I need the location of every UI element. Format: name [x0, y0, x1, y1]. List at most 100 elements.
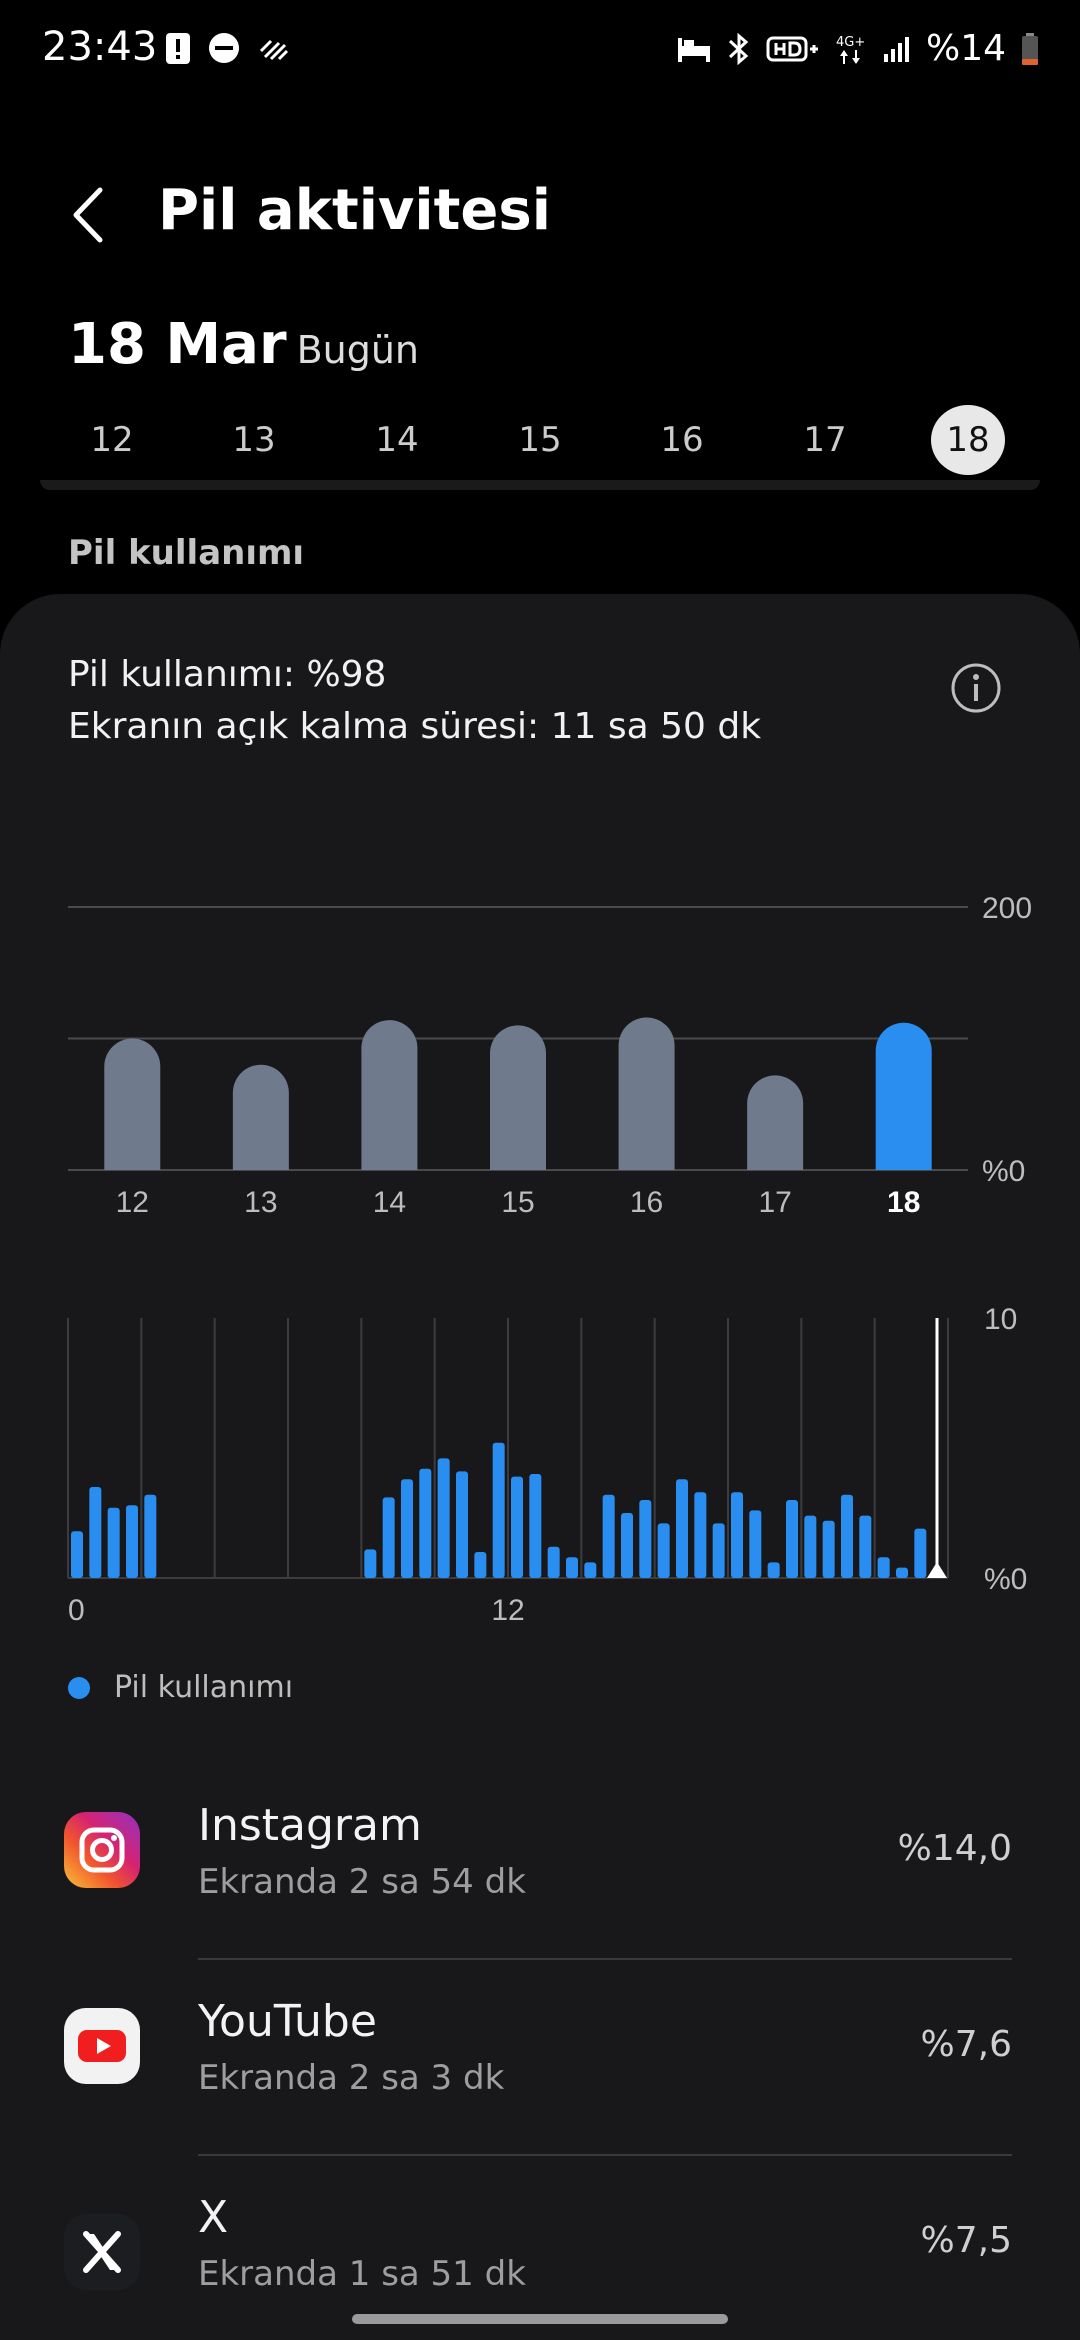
bar-interval [657, 1523, 670, 1578]
x-tick-label: 0 [68, 1594, 85, 1627]
day-15[interactable]: 15 [518, 420, 562, 460]
home-indicator[interactable] [352, 2314, 728, 2324]
bluetooth-icon [726, 32, 752, 66]
bar-interval [511, 1476, 523, 1578]
instagram-icon [64, 1812, 140, 1888]
x-tick-label: 12 [116, 1186, 149, 1219]
bar-interval [749, 1510, 762, 1578]
app-screen-time: Ekranda 2 sa 54 dk [198, 1862, 526, 1902]
chevron-left-icon [73, 187, 103, 243]
bar-interval [877, 1557, 890, 1578]
hd-voice-icon [766, 34, 820, 64]
bar-interval [786, 1500, 798, 1578]
x-tick-label: 13 [244, 1186, 277, 1219]
bar-interval [621, 1513, 633, 1578]
app-screen-time: Ekranda 2 sa 3 dk [198, 2058, 505, 2098]
screen-time-summary: Ekranın açık kalma süresi: 11 sa 50 dk [68, 706, 762, 747]
y-tick-label: 200 [982, 892, 1032, 925]
data-saver-icon [257, 30, 291, 66]
status-bar: 23:43 4G+ %14 [0, 0, 1080, 100]
bar-interval [896, 1567, 908, 1578]
bar-day-14 [361, 1020, 418, 1170]
dnd-icon [207, 30, 241, 66]
app-row-x[interactable]: X Ekranda 1 sa 51 dk %7,5 [0, 2154, 1080, 2300]
bar-interval [89, 1487, 102, 1578]
back-button[interactable] [62, 180, 122, 250]
bar-interval [529, 1474, 542, 1578]
bar-interval [126, 1505, 138, 1578]
x-tick-label: 17 [758, 1186, 791, 1219]
app-usage-percent: %14,0 [897, 1828, 1012, 1869]
app-row-instagram[interactable]: Instagram Ekranda 2 sa 54 dk %14,0 [0, 1762, 1080, 1958]
bar-interval [914, 1528, 927, 1578]
bar-interval [547, 1546, 560, 1578]
list-divider [198, 1958, 1012, 1960]
page-title: Pil aktivitesi [158, 178, 551, 243]
legend-label: Pil kullanımı [114, 1670, 294, 1705]
bar-interval [456, 1471, 468, 1578]
day-12[interactable]: 12 [90, 420, 134, 460]
bar-interval [712, 1523, 725, 1578]
current-time-marker-head [927, 1562, 947, 1578]
bar-interval [382, 1497, 395, 1578]
bar-interval [731, 1492, 743, 1578]
bar-day-16 [618, 1017, 675, 1170]
bar-interval [804, 1515, 817, 1578]
bar-day-13 [232, 1064, 289, 1170]
sleep-mode-icon [676, 34, 712, 64]
bar-interval [767, 1562, 780, 1578]
day-16[interactable]: 16 [660, 420, 704, 460]
bar-day-17 [747, 1075, 804, 1170]
alert-icon [165, 30, 191, 66]
bar-interval [694, 1492, 707, 1578]
list-divider [198, 2154, 1012, 2156]
date-heading: 18 Mar Bugün [68, 312, 419, 377]
bar-interval [492, 1442, 505, 1578]
x-icon [64, 2214, 140, 2290]
bar-interval [822, 1520, 835, 1578]
bar-interval [474, 1552, 487, 1578]
x-tick-label: 12 [491, 1594, 524, 1627]
app-name: X [198, 2192, 229, 2243]
usage-card [0, 594, 1080, 2340]
info-icon [951, 663, 1001, 713]
info-button[interactable] [950, 662, 1002, 714]
app-screen-time: Ekranda 1 sa 51 dk [198, 2254, 526, 2294]
legend-swatch [68, 1676, 90, 1699]
bar-interval [584, 1562, 597, 1578]
x-tick-label: 18 [887, 1186, 920, 1219]
app-header: Pil aktivitesi [0, 170, 1080, 260]
bar-interval [419, 1468, 432, 1578]
bar-interval [364, 1549, 377, 1578]
date-sub: Bugün [296, 328, 420, 372]
app-usage-percent: %7,6 [920, 2024, 1012, 2065]
bar-interval [144, 1494, 157, 1578]
bar-interval [841, 1494, 853, 1578]
bar-interval [602, 1494, 615, 1578]
hourly-usage-chart: 10 %0 0 12 [67, 1303, 1027, 1627]
4g-icon: 4G+ [834, 32, 868, 66]
day-13[interactable]: 13 [232, 420, 276, 460]
chart-legend: Pil kullanımı [68, 1670, 293, 1705]
date-main: 18 Mar [68, 312, 287, 377]
x-tick-label: 16 [630, 1186, 663, 1219]
bar-interval [639, 1500, 652, 1578]
bar-interval [107, 1507, 120, 1578]
bar-day-12 [104, 1038, 161, 1170]
bar-interval [859, 1515, 872, 1578]
day-18[interactable]: 18 [931, 405, 1005, 475]
x-tick-label: 14 [373, 1186, 406, 1219]
day-17[interactable]: 17 [803, 420, 847, 460]
x-tick-label: 15 [501, 1186, 534, 1219]
day-selector-edge [40, 480, 1040, 490]
battery-usage-summary: Pil kullanımı: %98 [68, 654, 387, 695]
bar-interval [437, 1458, 450, 1578]
app-row-youtube[interactable]: YouTube Ekranda 2 sa 3 dk %7,6 [0, 1958, 1080, 2154]
app-name: Instagram [198, 1800, 422, 1851]
daily-usage-chart: 200 %0 12 13 14 15 16 17 18 [68, 892, 1032, 1219]
status-left-icons [165, 30, 291, 66]
day-14[interactable]: 14 [375, 420, 419, 460]
bar-day-15 [490, 1025, 546, 1170]
app-name: YouTube [198, 1996, 377, 2047]
y-tick-label: %0 [982, 1155, 1025, 1188]
